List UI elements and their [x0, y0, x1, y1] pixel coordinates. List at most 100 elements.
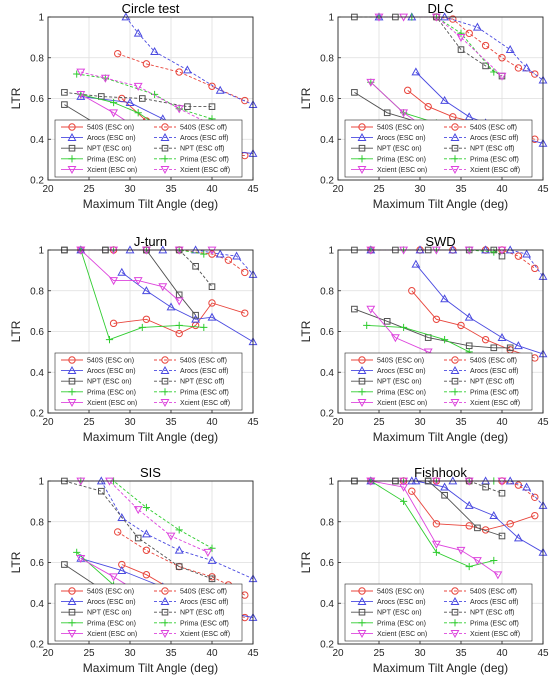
legend: 540S (ESC on) 540S (ESC off) Arocs (ESC on… [54, 352, 243, 411]
legend-swatch-marker [357, 132, 367, 141]
legend-label: Prima (ESC off) [180, 389, 229, 396]
y-tick-label: 0.8 [30, 286, 44, 297]
legend-label: NPT (ESC on) [87, 610, 132, 617]
legend-label: 540S (ESC off) [470, 589, 517, 596]
legend-label: Xcient (ESC off) [470, 400, 520, 407]
legend-label: NPT (ESC off) [180, 610, 224, 617]
x-axis-label: Maximum Tilt Angle (deg) [83, 430, 218, 444]
data-point [423, 348, 433, 357]
legend-label: Prima (ESC off) [470, 389, 519, 396]
series-line [125, 16, 254, 106]
legend-item: 540S (ESC off) [444, 587, 517, 596]
data-point [522, 63, 532, 72]
data-point [203, 548, 213, 557]
data-point [208, 250, 216, 258]
legend-item: NPT (ESC off) [444, 608, 514, 617]
data-point [441, 336, 449, 344]
data-point [184, 103, 191, 110]
x-tick-label: 20 [332, 184, 344, 195]
panel-2: 20 25 30 35 40 45 0.2 0.4 0.6 0.8 1 J-turn Maximum T… [9, 234, 259, 444]
panel-5: 20 25 30 35 40 45 0.2 0.4 0.6 0.8 1 Fishhook Maximum… [299, 465, 549, 675]
x-tick-label: 25 [373, 648, 385, 659]
legend-box [344, 583, 533, 642]
series-8 [366, 477, 503, 580]
data-point [481, 41, 490, 50]
legend-item: Prima (ESC on) [61, 619, 136, 627]
legend-label: Prima (ESC on) [87, 156, 136, 163]
data-point [505, 44, 515, 53]
x-tick-label: 20 [42, 648, 54, 659]
legend-swatch-marker [160, 132, 170, 141]
series-line [436, 16, 535, 75]
data-point [522, 249, 532, 258]
y-axis-label: LTR [299, 320, 313, 342]
data-point [489, 511, 499, 520]
series-line [80, 71, 213, 126]
data-point [441, 491, 448, 499]
legend-item: NPT (ESC off) [444, 144, 514, 153]
data-point [61, 561, 68, 568]
legend-item: Arocs (ESC on) [351, 365, 426, 375]
legend-swatch-marker [67, 365, 77, 374]
legend-swatch-marker [357, 399, 367, 408]
data-point [125, 97, 135, 106]
data-point [440, 294, 450, 303]
data-point [400, 323, 408, 332]
data-point [241, 96, 249, 105]
legend-swatch-marker [161, 356, 169, 364]
data-point [158, 283, 168, 292]
legend-label: Arocs (ESC on) [377, 135, 426, 142]
data-point [481, 335, 490, 344]
legend-swatch-marker [68, 356, 76, 364]
legend-swatch-marker [451, 123, 459, 131]
legend-item: Xcient (ESC on) [351, 166, 427, 175]
y-axis-label: LTR [9, 551, 23, 573]
legend-swatch-marker [451, 144, 459, 152]
data-point [482, 483, 489, 491]
data-point [464, 312, 474, 321]
legend-item: 540S (ESC off) [154, 123, 227, 132]
data-point [531, 511, 539, 520]
legend-label: Xcient (ESC off) [470, 167, 520, 174]
y-tick-label: 0.2 [30, 640, 44, 651]
data-point [482, 62, 489, 70]
legend-item: Arocs (ESC on) [61, 596, 136, 606]
data-point [133, 277, 143, 286]
legend-item: NPT (ESC off) [154, 608, 224, 617]
data-point [432, 315, 441, 323]
legend-swatch-marker [161, 123, 169, 131]
y-axis-label: LTR [299, 551, 313, 573]
legend-label: 540S (ESC on) [377, 125, 424, 132]
data-point [133, 506, 143, 515]
data-point [200, 250, 208, 258]
y-tick-label: 1 [38, 477, 44, 488]
x-tick-label: 35 [165, 648, 177, 659]
data-point [440, 482, 450, 491]
y-tick-label: 0.2 [320, 409, 334, 420]
y-tick-label: 0.8 [30, 517, 44, 528]
legend-label: 540S (ESC off) [180, 125, 227, 132]
legend-swatch-marker [358, 608, 366, 616]
data-point [383, 109, 391, 117]
series-0 [109, 299, 249, 338]
data-point [465, 29, 473, 37]
legend-label: Xcient (ESC off) [180, 167, 230, 174]
legend-swatch-marker [450, 166, 460, 175]
y-tick-label: 1 [38, 13, 44, 24]
y-axis-label: LTR [299, 87, 313, 109]
chart-title: J-turn [134, 234, 167, 249]
data-point [117, 267, 127, 276]
x-axis-label: Maximum Tilt Angle (deg) [83, 661, 218, 675]
y-tick-label: 0.2 [30, 409, 44, 420]
data-point [138, 323, 146, 332]
legend-label: NPT (ESC off) [180, 146, 224, 153]
x-tick-label: 20 [332, 648, 344, 659]
data-point [208, 575, 216, 583]
legend-label: Arocs (ESC on) [377, 599, 426, 606]
data-point [175, 321, 183, 329]
data-point [175, 68, 183, 76]
legend-label: Arocs (ESC on) [87, 368, 136, 375]
legend-swatch-marker [67, 132, 77, 141]
legend-item: Xcient (ESC on) [351, 630, 427, 639]
legend-item: 540S (ESC on) [351, 587, 424, 596]
